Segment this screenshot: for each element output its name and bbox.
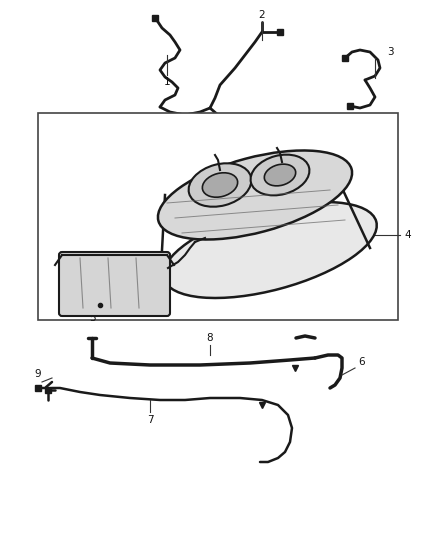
Text: 6: 6 [359, 357, 365, 367]
Text: 8: 8 [207, 333, 213, 343]
Ellipse shape [189, 163, 251, 207]
Ellipse shape [264, 164, 296, 186]
FancyBboxPatch shape [59, 252, 170, 316]
Ellipse shape [202, 173, 238, 197]
Text: 1: 1 [164, 77, 170, 87]
Ellipse shape [158, 150, 352, 239]
Text: 9: 9 [35, 369, 41, 379]
Bar [38, 113, 398, 320]
Ellipse shape [251, 155, 309, 196]
Text: 5: 5 [90, 313, 96, 323]
Ellipse shape [163, 202, 377, 298]
Text: 2: 2 [259, 10, 265, 20]
Text: 3: 3 [387, 47, 393, 57]
Text: 7: 7 [147, 415, 153, 425]
Text: 4: 4 [405, 230, 411, 240]
